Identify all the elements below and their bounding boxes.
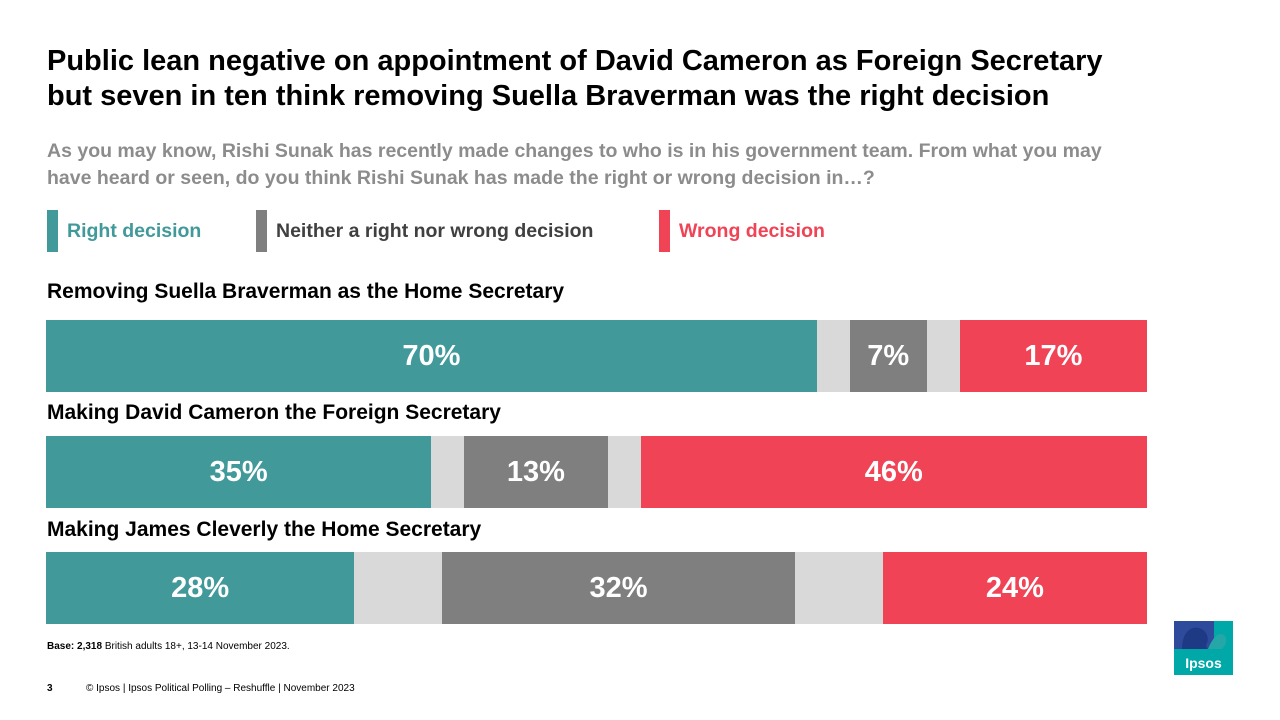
data-label: 70% xyxy=(402,339,461,372)
question-line-1: As you may know, Rishi Sunak has recentl… xyxy=(47,140,1102,162)
question-text: As you may know, Rishi Sunak has recentl… xyxy=(47,138,1227,192)
legend-swatch-right xyxy=(47,210,58,252)
data-label: 24% xyxy=(985,571,1044,604)
bar-segment-neither: 32% xyxy=(442,552,795,624)
legend-item-right: Right decision xyxy=(47,210,201,252)
row-label-cameron: Making David Cameron the Foreign Secreta… xyxy=(47,401,501,424)
base-note: Base: 2,318 British adults 18+, 13-14 No… xyxy=(47,641,290,652)
logo-text: Ipsos xyxy=(1185,655,1222,671)
legend-item-wrong: Wrong decision xyxy=(659,210,825,252)
data-label: 17% xyxy=(1024,339,1083,372)
bar-segment-neither: 7% xyxy=(849,320,927,392)
footer-text: © Ipsos | Ipsos Political Polling – Resh… xyxy=(86,683,355,694)
bar-segment-wrong: 17% xyxy=(959,320,1147,392)
legend-item-neither: Neither a right nor wrong decision xyxy=(256,210,593,252)
legend-swatch-neither xyxy=(256,210,267,252)
bar-cleverly: 28% 32% 24% xyxy=(46,552,1147,624)
base-note-bold: Base: 2,318 xyxy=(47,641,103,652)
row-label-cleverly: Making James Cleverly the Home Secretary xyxy=(47,518,482,541)
page-title: Public lean negative on appointment of D… xyxy=(47,44,1247,114)
data-label: 13% xyxy=(506,455,565,488)
legend-swatch-wrong xyxy=(659,210,670,252)
ipsos-logo: Ipsos xyxy=(1174,621,1233,675)
question-line-2: have heard or seen, do you think Rishi S… xyxy=(47,167,875,189)
data-label: 32% xyxy=(589,571,648,604)
bar-cameron: 35% 13% 46% xyxy=(46,436,1147,508)
title-line-1: Public lean negative on appointment of D… xyxy=(47,45,1103,77)
bar-segment-wrong: 24% xyxy=(882,552,1147,624)
base-note-text: British adults 18+, 13-14 November 2023. xyxy=(102,641,290,652)
row-label-braverman: Removing Suella Braverman as the Home Se… xyxy=(47,280,565,303)
bar-segment-right: 28% xyxy=(46,552,355,624)
bar-segment-wrong: 46% xyxy=(640,436,1147,508)
bar-segment-right: 35% xyxy=(46,436,432,508)
page-number: 3 xyxy=(47,683,53,694)
bar-segment-neither: 13% xyxy=(464,436,608,508)
legend-label-right: Right decision xyxy=(67,219,202,242)
bar-segment-right: 70% xyxy=(46,320,817,392)
title-line-2: but seven in ten think removing Suella B… xyxy=(47,80,1050,112)
data-label: 28% xyxy=(171,571,230,604)
data-label: 35% xyxy=(209,455,268,488)
data-label: 46% xyxy=(864,455,923,488)
ipsos-logo-icon: Ipsos xyxy=(1174,621,1233,675)
bar-braverman: 70% 7% 17% xyxy=(46,320,1147,392)
data-label: 7% xyxy=(867,339,910,372)
legend-label-wrong: Wrong decision xyxy=(679,219,825,242)
legend-label-neither: Neither a right nor wrong decision xyxy=(276,219,594,242)
